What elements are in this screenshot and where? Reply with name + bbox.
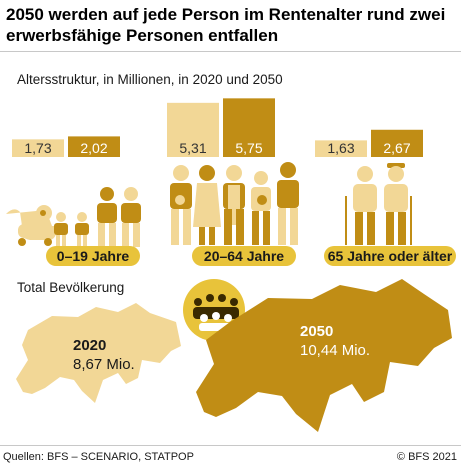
total-value-label: 10,44 Mio.: [300, 342, 370, 359]
adult-figure-icon: [193, 165, 221, 245]
bar-2020-0: [12, 139, 64, 157]
pram-icon: [6, 205, 57, 246]
source-note: Quellen: BFS – SCENARIO, STATPOP: [3, 451, 194, 463]
adult-figure-icon: [277, 162, 299, 245]
senior-figure-icon: [384, 163, 412, 245]
senior-figure-icon: [345, 166, 377, 245]
total-label: Total Bevölkerung: [17, 280, 125, 295]
category-badge: [324, 246, 456, 266]
bar-layer: 1,73 2,02 5,31 5,75 1,63 2,67: [12, 98, 423, 157]
category-label: 20–64 Jahre: [204, 248, 284, 264]
page-title: 2050 werden auf jede Person im Rentenalt…: [6, 5, 446, 45]
bar-value-label: 5,31: [179, 140, 206, 156]
switzerland-map-2050: [196, 279, 452, 432]
bar-value-label: 1,63: [327, 140, 354, 156]
adult-figure-icon: [170, 165, 192, 245]
bar-value-label: 2,67: [383, 140, 410, 156]
bar-2020-2: [315, 140, 367, 157]
bar-2050-2: [371, 129, 423, 157]
bar-2050-1: [223, 98, 275, 157]
switzerland-map-2020: [16, 303, 181, 403]
footer-divider: [0, 445, 461, 446]
bar-2020-1: [167, 102, 219, 157]
total-value-label: 8,67 Mio.: [73, 356, 135, 373]
adult-figure-icon: [223, 165, 245, 245]
category-label: 65 Jahre oder älter: [328, 248, 453, 264]
map-label-layer: 2020 8,67 Mio. 2050 10,44 Mio.: [73, 323, 370, 373]
category-badge: [46, 246, 140, 266]
adult-figure-icon: [251, 171, 271, 245]
age-structure-chart: 1,73 2,02 5,31 5,75 1,63 2,67: [6, 98, 456, 432]
bar-2050-0: [68, 136, 120, 157]
category-label: 0–19 Jahre: [57, 248, 130, 264]
bar-value-label: 1,73: [24, 140, 51, 156]
figures-layer: [6, 162, 412, 341]
youth-figure-icon: [121, 187, 141, 247]
copyright-note: © BFS 2021: [396, 451, 457, 463]
youth-figure-icon: [97, 187, 117, 247]
child-figure-icon: [75, 212, 89, 246]
chart-subtitle: Altersstruktur, in Millionen, in 2020 un…: [17, 72, 283, 87]
child-figure-icon: [54, 212, 68, 246]
bar-value-label: 2,02: [80, 140, 107, 156]
total-year-label: 2020: [73, 337, 106, 354]
category-badge: [192, 246, 296, 266]
total-year-label: 2050: [300, 323, 333, 340]
title-divider: [0, 51, 461, 52]
category-badge-layer: 0–19 Jahre 20–64 Jahre 65 Jahre oder älter: [46, 246, 456, 266]
bar-value-label: 5,75: [235, 140, 262, 156]
